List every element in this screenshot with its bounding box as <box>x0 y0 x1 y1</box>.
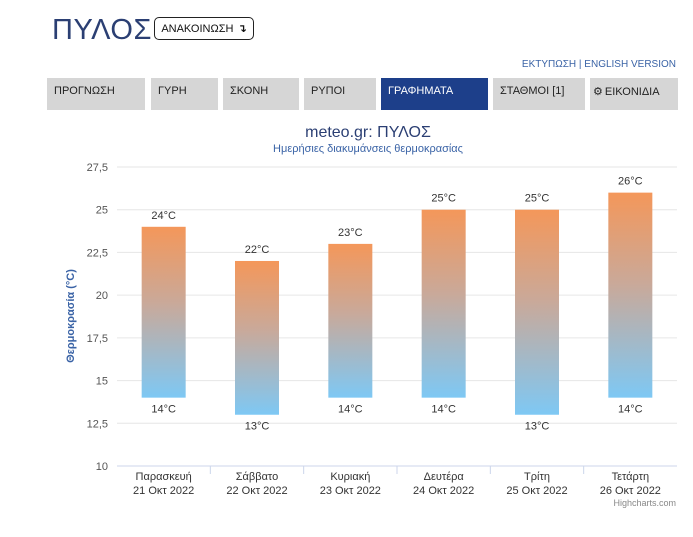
tab-label: ΓΥΡΗ <box>158 85 187 97</box>
high-label: 25°C <box>431 193 456 205</box>
tab-label: ΓΡΑΦΗΜΑΤΑ <box>388 85 454 97</box>
high-label: 25°C <box>525 193 550 205</box>
y-axis-ticks: 10 12,5 15 17,5 20 22,5 25 27,5 <box>87 162 108 473</box>
english-version-link[interactable]: ENGLISH VERSION <box>584 59 676 70</box>
x-tick-date: 25 Οκτ 2022 <box>506 485 567 497</box>
x-tick-day: Τετάρτη <box>612 471 650 483</box>
y-tick-label: 25 <box>96 205 108 217</box>
announcement-button[interactable]: ΑΝΑΚΟΙΝΩΣΗ ↴ <box>154 17 254 40</box>
tab-label: ΣΤΑΘΜΟΙ [1] <box>500 85 565 97</box>
tab-dust[interactable]: ΣΚΟΝΗ <box>223 78 299 110</box>
tab-label: ΠΡΟΓΝΩΣΗ <box>54 85 115 97</box>
tab-forecast[interactable]: ΠΡΟΓΝΩΣΗ <box>47 78 145 110</box>
bars: 24°C 14°C 22°C 13°C 23°C 14°C 25°C 14°C 25°C 13°C… <box>141 176 653 433</box>
high-label: 23°C <box>338 227 363 239</box>
x-tick-day: Παρασκευή <box>136 471 192 483</box>
low-label: 14°C <box>618 404 643 416</box>
y-tick-label: 15 <box>96 376 108 388</box>
high-label: 22°C <box>245 244 270 256</box>
x-tick-day: Κυριακή <box>330 471 370 483</box>
x-tick-date: 23 Οκτ 2022 <box>320 485 381 497</box>
link-separator: | <box>578 59 582 70</box>
chart-credit: Highcharts.com <box>613 498 676 508</box>
tab-stations[interactable]: ΣΤΑΘΜΟΙ [1] <box>493 78 585 110</box>
x-tick-date: 24 Οκτ 2022 <box>413 485 474 497</box>
low-label: 14°C <box>338 404 363 416</box>
temperature-bar <box>421 209 466 398</box>
print-link[interactable]: ΕΚΤΥΠΩΣΗ <box>521 59 577 70</box>
tab-label: ΡΥΠΟΙ <box>311 85 346 97</box>
y-tick-label: 27,5 <box>87 162 108 174</box>
site-title: ΠΥΛΟΣ <box>52 14 152 46</box>
x-tick-day: Τρίτη <box>524 471 550 483</box>
temperature-bar <box>141 226 186 398</box>
low-label: 14°C <box>151 404 176 416</box>
tab-label: ΣΚΟΝΗ <box>230 85 269 97</box>
tab-pollen[interactable]: ΓΥΡΗ <box>151 78 218 110</box>
x-tick-date: 22 Οκτ 2022 <box>226 485 287 497</box>
y-tick-label: 12,5 <box>87 418 108 430</box>
x-tick-day: Σάββατο <box>236 471 278 483</box>
chart-subtitle: Ημερήσιες διακυμάνσεις θερμοκρασίας <box>273 143 463 155</box>
x-tick-date: 21 Οκτ 2022 <box>133 485 194 497</box>
x-tick-day: Δευτέρα <box>424 471 465 483</box>
tab-pollutants[interactable]: ΡΥΠΟΙ <box>304 78 376 110</box>
y-axis-label: Θερμοκρασία (°C) <box>65 269 77 363</box>
temperature-bar <box>608 192 653 398</box>
y-tick-label: 22,5 <box>87 247 108 259</box>
chart-title: meteo.gr: ΠΥΛΟΣ <box>305 124 431 141</box>
main-nav: ΠΡΟΓΝΩΣΗ ΓΥΡΗ ΣΚΟΝΗ ΡΥΠΟΙ ΓΡΑΦΗΜΑΤΑ ΣΤΑΘ… <box>47 78 678 110</box>
gridlines <box>117 166 677 467</box>
x-axis-ticks: Παρασκευή 21 Οκτ 2022 Σάββατο 22 Οκτ 2022 Κυ… <box>133 466 661 497</box>
tab-icons[interactable]: ⚙ ΕΙΚΟΝΙΔΙΑ <box>590 78 678 110</box>
low-label: 14°C <box>431 404 456 416</box>
temperature-bar <box>235 260 279 415</box>
high-label: 26°C <box>618 176 643 188</box>
low-label: 13°C <box>245 421 270 433</box>
temperature-bar <box>515 209 559 415</box>
y-tick-label: 17,5 <box>87 333 108 345</box>
arrow-down-right-icon: ↴ <box>237 23 247 35</box>
y-tick-label: 10 <box>96 461 108 473</box>
temperature-bar <box>328 243 373 398</box>
top-links: ΕΚΤΥΠΩΣΗ | ENGLISH VERSION <box>522 59 676 70</box>
y-tick-label: 20 <box>96 290 108 302</box>
tab-label: ΕΙΚΟΝΙΔΙΑ <box>604 86 660 98</box>
low-label: 13°C <box>525 421 550 433</box>
announcement-label: ΑΝΑΚΟΙΝΩΣΗ <box>161 22 234 35</box>
tab-charts[interactable]: ΓΡΑΦΗΜΑΤΑ <box>381 78 488 110</box>
high-label: 24°C <box>151 210 176 222</box>
x-tick-date: 26 Οκτ 2022 <box>600 485 661 497</box>
gear-icon: ⚙ <box>593 86 603 98</box>
